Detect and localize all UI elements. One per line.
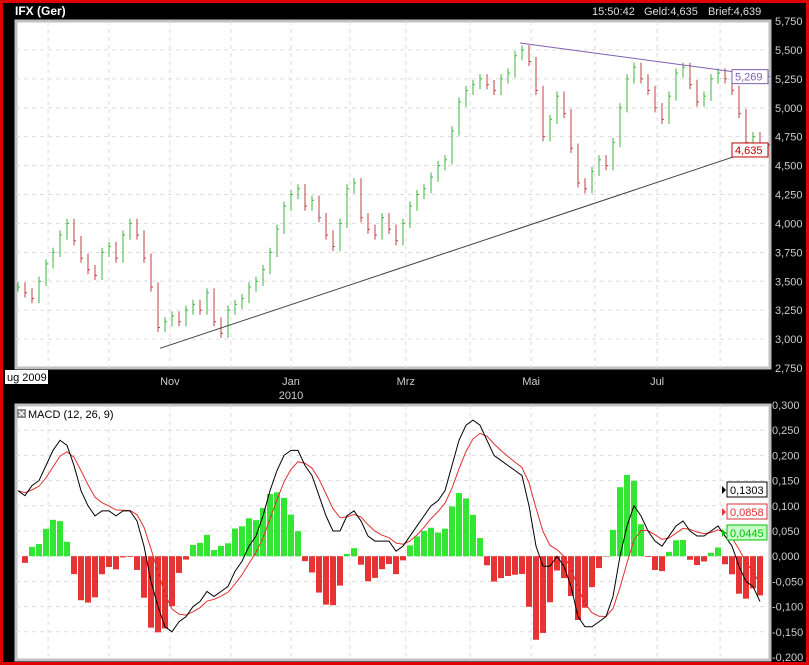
macd-tick-label: 0,150 bbox=[772, 476, 800, 488]
macd-tick-label: 0,050 bbox=[772, 526, 800, 538]
macd-plot-area[interactable] bbox=[14, 403, 772, 662]
macd-tick-label: -0,150 bbox=[772, 627, 803, 639]
macd-tick-label: -0,200 bbox=[772, 652, 803, 664]
price-tick-label: 3,750 bbox=[775, 247, 803, 259]
macd-tick-label: 0,300 bbox=[772, 400, 800, 412]
x-tick-label: Mai bbox=[522, 376, 540, 388]
support-trendline bbox=[159, 144, 770, 349]
macd-marker-label: 0,0858 bbox=[730, 507, 764, 519]
quote-bid: Geld:4,635 bbox=[644, 6, 698, 18]
resistance-trendline bbox=[519, 42, 770, 78]
quote-time: 15:50:42 bbox=[592, 6, 635, 18]
macd-tick-label: 0,200 bbox=[772, 450, 800, 462]
x-tick-label: Jan bbox=[282, 376, 300, 388]
macd-tick-label: 0,250 bbox=[772, 425, 800, 437]
price-tick-label: 3,500 bbox=[775, 276, 803, 288]
price-tick-label: 5,000 bbox=[775, 103, 803, 115]
macd-line bbox=[17, 419, 761, 633]
signal-line bbox=[17, 432, 761, 617]
macd-marker-box bbox=[726, 524, 768, 541]
price-tick-label: 4,000 bbox=[775, 218, 803, 230]
start-date-label: ug 2009 bbox=[7, 372, 47, 384]
price-tick-label: 3,000 bbox=[775, 334, 803, 346]
price-marker-label: 5,269 bbox=[735, 72, 763, 84]
quote-ask: Brief:4,639 bbox=[708, 6, 761, 18]
price-tick-label: 5,500 bbox=[775, 45, 803, 57]
price-tick-label: 3,250 bbox=[775, 305, 803, 317]
price-tick-label: 2,750 bbox=[775, 363, 803, 375]
marker-arrow-icon bbox=[722, 529, 726, 537]
macd-tick-label: -0,100 bbox=[772, 602, 803, 614]
price-marker-box bbox=[731, 142, 769, 158]
price-marker-label: 4,635 bbox=[735, 145, 763, 157]
price-tick-label: 4,500 bbox=[775, 161, 803, 173]
marker-arrow-icon bbox=[722, 486, 726, 494]
marker-arrow-icon bbox=[722, 508, 726, 516]
symbol-title: IFX (Ger) bbox=[15, 4, 66, 18]
macd-title: MACD (12, 26, 9) bbox=[28, 409, 114, 421]
x-tick-label: Jul bbox=[650, 376, 664, 388]
x-tick-label: Nov bbox=[160, 376, 180, 388]
macd-marker-label: 0,1303 bbox=[730, 485, 764, 497]
macd-marker-label: 0,0445 bbox=[730, 528, 764, 540]
price-marker-box bbox=[731, 69, 769, 85]
macd-marker-box bbox=[726, 481, 768, 498]
year-label: 2010 bbox=[279, 390, 303, 402]
macd-marker-box bbox=[726, 503, 768, 520]
price-tick-label: 4,750 bbox=[775, 132, 803, 144]
price-tick-label: 4,250 bbox=[775, 190, 803, 202]
macd-tick-label: 0,100 bbox=[772, 501, 800, 513]
price-tick-label: 5,250 bbox=[775, 74, 803, 86]
close-x-icon bbox=[18, 410, 25, 417]
macd-tick-label: 0,000 bbox=[772, 551, 800, 563]
start-date-box bbox=[5, 370, 48, 384]
macd-tick-label: -0,050 bbox=[772, 576, 803, 588]
x-tick-label: Mrz bbox=[397, 376, 415, 388]
price-tick-label: 5,750 bbox=[775, 16, 803, 28]
